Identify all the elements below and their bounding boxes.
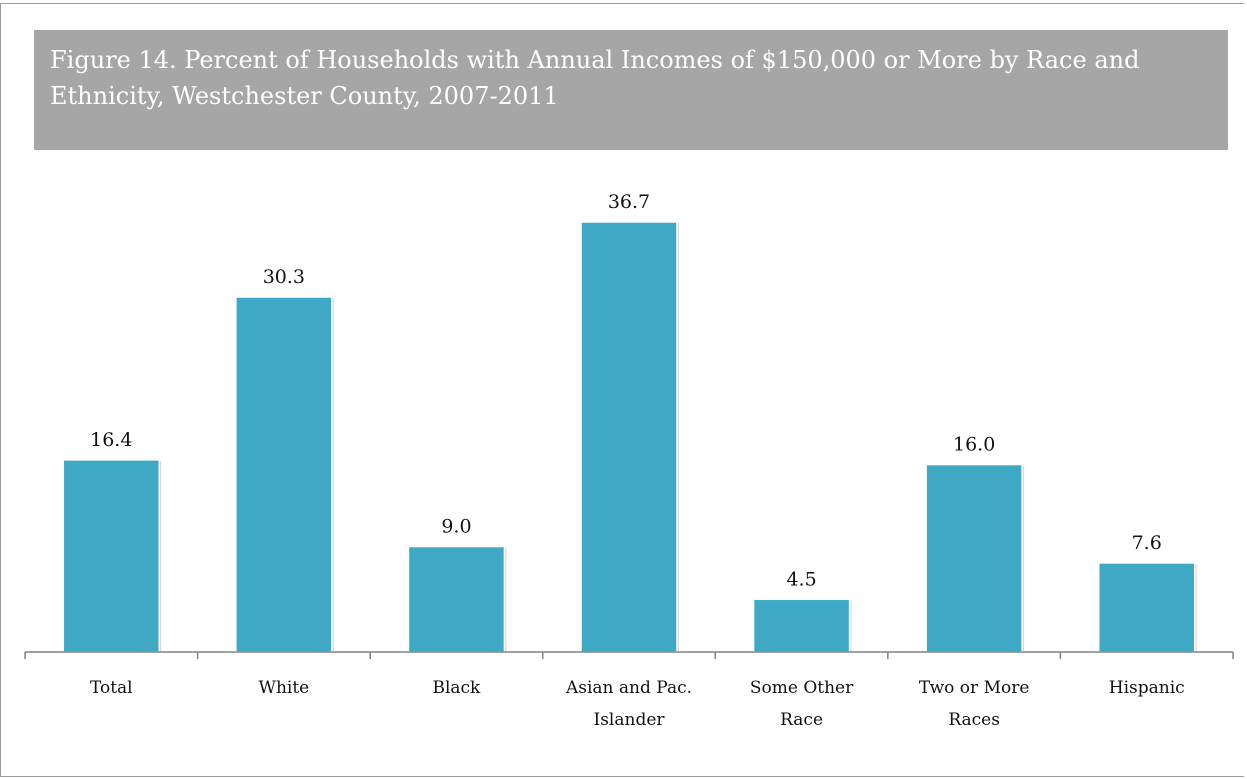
chart-title-box: Figure 14. Percent of Households with An… bbox=[34, 30, 1228, 150]
data-label: 7.6 bbox=[1132, 532, 1162, 554]
tick-label: Hispanic bbox=[1109, 678, 1185, 698]
bar bbox=[235, 296, 333, 653]
bar bbox=[925, 463, 1023, 653]
data-label: 30.3 bbox=[263, 266, 305, 288]
bar bbox=[752, 598, 851, 653]
tick-label: Total bbox=[90, 678, 133, 698]
bar bbox=[580, 221, 678, 653]
figure-frame bbox=[0, 3, 1244, 777]
data-label: 16.4 bbox=[90, 429, 132, 451]
tick-label: White bbox=[258, 678, 309, 698]
bar bbox=[62, 459, 161, 653]
bar bbox=[1097, 562, 1196, 653]
bar bbox=[407, 545, 506, 653]
tick-label: Asian and Pac. bbox=[565, 678, 692, 698]
tick-label: Races bbox=[948, 710, 1000, 730]
data-label: 9.0 bbox=[441, 516, 471, 538]
tick-label: Two or More bbox=[919, 678, 1030, 698]
tick-label: Islander bbox=[593, 710, 665, 730]
tick-label: Some Other bbox=[750, 678, 854, 698]
tick-label: Black bbox=[432, 678, 481, 698]
tick-label: Race bbox=[780, 710, 823, 730]
data-label: 16.0 bbox=[953, 434, 995, 456]
data-label: 36.7 bbox=[608, 191, 650, 213]
chart-title: Figure 14. Percent of Households with An… bbox=[50, 46, 1140, 110]
data-label: 4.5 bbox=[786, 568, 816, 590]
